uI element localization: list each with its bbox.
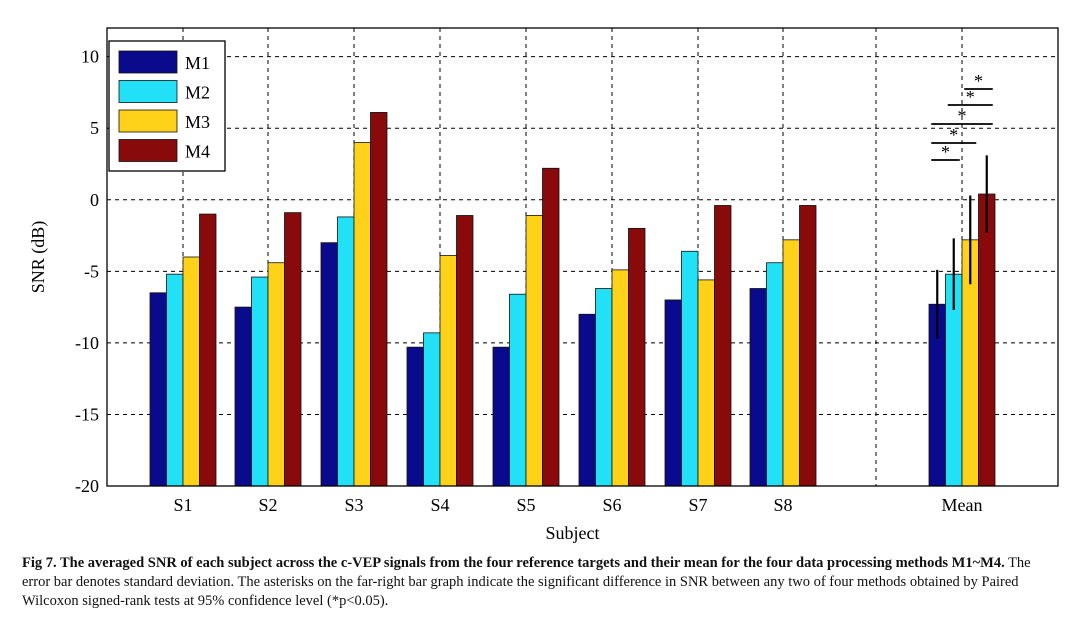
- bar-M1-S3: [320, 242, 338, 487]
- caption-text: The error bar denotes standard deviation…: [22, 555, 1031, 609]
- x-tick-label: S2: [258, 495, 277, 515]
- legend: M1 M2 M3 M4: [108, 40, 226, 172]
- x-tick-label: S4: [430, 495, 449, 515]
- bar-M1-S8: [749, 288, 767, 487]
- bar-M2-S4: [423, 332, 441, 487]
- x-axis-label: Subject: [546, 523, 600, 543]
- bar-M2-S6: [595, 288, 613, 487]
- bar-M3-S8: [782, 239, 800, 487]
- bar-M2-S8: [766, 262, 784, 487]
- x-axis-ticks: S1 S2 S3 S4 S5 S6 S7 S8 Mean: [173, 495, 982, 515]
- x-tick-label: S3: [344, 495, 363, 515]
- bar-M1-S2: [234, 306, 252, 487]
- significance-asterisk: *: [958, 106, 967, 126]
- error-bars: [936, 155, 988, 339]
- y-tick-label: -5: [84, 261, 99, 281]
- legend-swatch-M3: [118, 109, 178, 133]
- bars: [149, 112, 996, 487]
- bar-M2-S5: [509, 293, 527, 487]
- bar-M3-S5: [525, 215, 543, 487]
- y-tick-label: 10: [81, 47, 99, 67]
- y-tick-label: 0: [90, 190, 99, 210]
- bar-M4-S3: [370, 112, 388, 487]
- x-tick-label: S1: [173, 495, 192, 515]
- bar-M4-S1: [199, 213, 217, 487]
- bar-M4-S5: [542, 167, 560, 487]
- x-tick-label: S7: [688, 495, 707, 515]
- y-tick-label: -15: [75, 404, 99, 424]
- legend-swatch-M4: [118, 139, 178, 162]
- bar-M1-S5: [492, 346, 510, 487]
- x-tick-label: S6: [602, 495, 621, 515]
- bar-M2-S2: [251, 276, 269, 487]
- bar-M1-S4: [406, 346, 424, 487]
- significance-asterisk: *: [974, 71, 983, 91]
- bar-M4-S7: [714, 205, 732, 487]
- significance-markers: *****: [931, 71, 993, 162]
- bar-M3-S4: [439, 255, 457, 487]
- y-axis-label: SNR (dB): [28, 221, 49, 294]
- legend-label-M4: M4: [185, 142, 210, 162]
- bar-M3-S3: [353, 142, 371, 487]
- bar-M4-S8: [799, 205, 817, 487]
- bar-M1-S7: [664, 299, 682, 487]
- x-tick-label: S5: [516, 495, 535, 515]
- bar-M2-S7: [681, 250, 699, 487]
- bar-M3-S1: [182, 256, 200, 487]
- bar-M4-S4: [456, 215, 474, 487]
- legend-label-M2: M2: [185, 83, 210, 103]
- legend-swatch-M2: [118, 80, 178, 103]
- bar-M1-S6: [578, 313, 596, 487]
- bar-M3-S6: [611, 269, 629, 487]
- bar-M4-S2: [284, 212, 302, 487]
- x-tick-label: S8: [773, 495, 792, 515]
- bar-M1-S1: [149, 292, 167, 487]
- y-axis-ticks: 10 5 0 -5 -10 -15 -20: [75, 47, 99, 496]
- bar-M3-S7: [697, 279, 715, 487]
- legend-swatch-M1: [118, 50, 178, 74]
- y-tick-label: 5: [90, 118, 99, 138]
- x-tick-label: Mean: [942, 495, 983, 515]
- significance-asterisk: *: [949, 125, 958, 145]
- y-tick-label: -10: [75, 333, 99, 353]
- figure-caption: Fig 7. The averaged SNR of each subject …: [22, 554, 1052, 611]
- legend-label-M1: M1: [185, 53, 210, 73]
- bar-M4-S6: [628, 227, 646, 487]
- bar-M2-S3: [337, 216, 355, 487]
- significance-asterisk: *: [941, 142, 950, 162]
- plot-frame: [106, 27, 1059, 487]
- significance-asterisk: *: [966, 87, 975, 107]
- y-tick-label: -20: [75, 476, 99, 496]
- caption-title: Fig 7. The averaged SNR of each subject …: [22, 555, 1005, 571]
- bar-M2-S1: [166, 273, 184, 487]
- bar-M4-Mean: [978, 193, 996, 487]
- bar-M3-S2: [267, 262, 285, 487]
- legend-label-M3: M3: [185, 112, 210, 132]
